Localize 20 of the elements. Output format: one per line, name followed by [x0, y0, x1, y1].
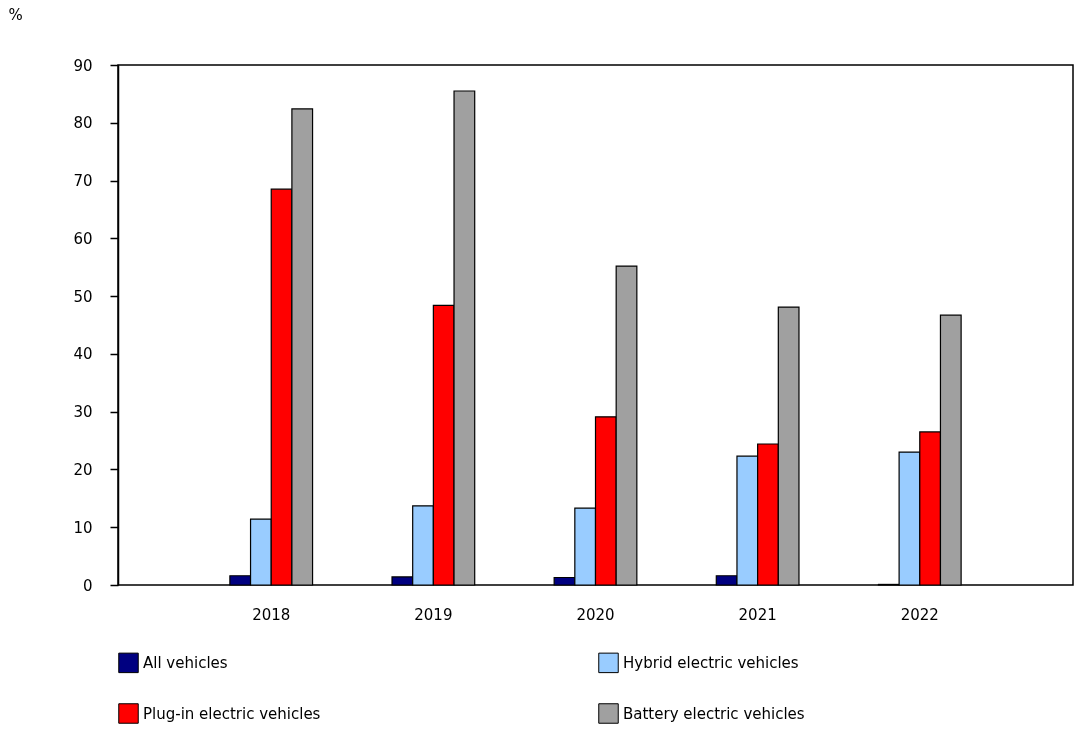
y-tick-label: 70 — [73, 172, 93, 191]
legend-label: All vehicles — [143, 653, 228, 672]
y-tick-label: 60 — [73, 229, 93, 248]
y-tick-label: 0 — [82, 576, 93, 595]
legend-label: Battery electric vehicles — [623, 704, 805, 723]
y-tick-label: 50 — [73, 287, 93, 306]
legend-label: Hybrid electric vehicles — [623, 653, 799, 672]
x-tick-label: 2019 — [414, 605, 453, 624]
legend-label: Plug-in electric vehicles — [143, 704, 321, 723]
x-tick-label: 2018 — [252, 605, 291, 624]
y-tick-label: 10 — [73, 518, 93, 537]
y-tick-label: 40 — [73, 345, 93, 364]
y-tick-label: 20 — [73, 460, 93, 479]
y-tick-label: 90 — [73, 56, 93, 75]
x-tick-label: 2020 — [576, 605, 615, 624]
y-tick-label: 80 — [73, 114, 93, 133]
y-tick-label: 30 — [73, 403, 93, 422]
x-tick-label: 2022 — [900, 605, 939, 624]
x-tick-label: 2021 — [738, 605, 777, 624]
y-axis-title: % — [8, 5, 23, 24]
